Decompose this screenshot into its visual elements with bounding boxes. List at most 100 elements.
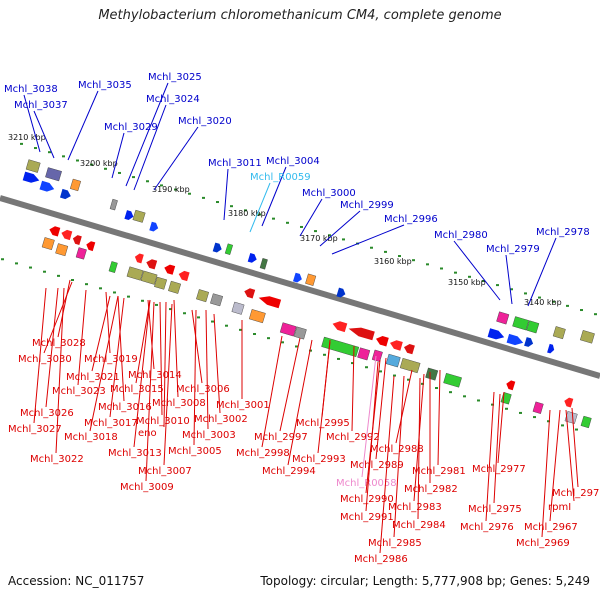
track-dot — [477, 399, 481, 402]
gene-domain-box — [132, 209, 146, 223]
reverse-gene-label: Mchl_3021 — [66, 372, 120, 383]
forward-leader-line — [23, 94, 41, 153]
reverse-gene-label: Mchl_3017 — [84, 418, 138, 429]
reverse-gene-arrow — [86, 241, 96, 252]
reverse-gene-label: rpmI — [548, 502, 571, 513]
reverse-gene-label: Mchl_3027 — [8, 424, 62, 435]
reverse-leader-line — [565, 409, 575, 502]
gene-domain-box — [371, 349, 383, 363]
track-dot — [173, 188, 177, 191]
track-dot — [369, 246, 373, 249]
forward-leader-line — [505, 254, 513, 305]
reverse-leader-line — [135, 299, 151, 384]
forward-gene-label: Mchl_2980 — [434, 230, 488, 241]
track-dot — [47, 151, 51, 154]
gene-domain-box — [532, 401, 544, 414]
gene-domain-box — [140, 270, 158, 285]
reverse-gene-label: eno — [138, 428, 157, 439]
gene-domain-box — [126, 266, 144, 281]
gene-domain-box — [305, 273, 317, 286]
genome-backbone — [0, 195, 600, 379]
reverse-gene-label: Mchl_3008 — [152, 398, 206, 409]
reverse-leader-line — [133, 299, 151, 448]
reverse-gene-label: Mchl_2970 — [552, 488, 600, 499]
gene-domain-box — [196, 289, 210, 303]
gene-domain-box — [564, 411, 578, 424]
reverse-leader-line — [163, 301, 167, 428]
forward-leader-line — [453, 240, 501, 301]
gene-domain-box — [443, 372, 462, 388]
track-dot — [85, 283, 89, 286]
forward-leader-line — [527, 237, 557, 307]
track-dot — [117, 171, 121, 174]
reverse-gene-label: Mchl_3015 — [110, 384, 164, 395]
gene-domain-box — [500, 392, 512, 405]
gene-domain-box — [425, 367, 439, 381]
forward-gene-label: Mchl_2978 — [536, 227, 590, 238]
reverse-leader-line — [109, 297, 125, 418]
track-dot — [15, 262, 19, 265]
forward-gene-arrow — [212, 242, 222, 253]
track-dot — [561, 424, 565, 427]
track-dot — [337, 357, 341, 360]
track-dot — [351, 362, 355, 365]
reverse-gene-arrow — [49, 226, 61, 237]
reverse-leader-line — [117, 295, 125, 402]
track-dot — [295, 345, 299, 348]
reverse-gene-label: Mchl_2992 — [326, 432, 380, 443]
forward-gene-label: Mchl_3004 — [266, 156, 320, 167]
reverse-gene-label: Mchl_3005 — [168, 446, 222, 457]
gene-domain-box — [69, 178, 82, 192]
gene-domain-box — [25, 159, 41, 173]
reverse-gene-label: Mchl_2993 — [292, 454, 346, 465]
reverse-gene-label: Mchl_3022 — [30, 454, 84, 465]
gene-domain-box — [108, 261, 118, 273]
reverse-gene-label: Mchl_2969 — [516, 538, 570, 549]
track-dot — [397, 255, 401, 258]
forward-gene-label: Mchl_3037 — [14, 100, 68, 111]
reverse-leader-line — [89, 295, 119, 432]
reverse-gene-label: Mchl_3030 — [18, 354, 72, 365]
track-dot — [215, 201, 219, 204]
track-dot — [467, 275, 471, 278]
forward-gene-label: Mchl_3035 — [78, 80, 132, 91]
forward-gene-label: Mchl_3020 — [178, 116, 232, 127]
accession-label: Accession: NC_011757 — [8, 574, 145, 588]
forward-leader-line — [223, 168, 229, 221]
track-dot — [141, 299, 145, 302]
track-dot — [383, 250, 387, 253]
reverse-leader-line — [393, 375, 405, 538]
track-dot — [183, 312, 187, 315]
track-dot — [425, 263, 429, 266]
forward-leader-line — [33, 110, 55, 159]
reverse-leader-line — [77, 289, 87, 386]
kbp-tick-label: 3170 kbp — [300, 234, 338, 243]
reverse-gene-label: Mchl_2981 — [412, 466, 466, 477]
reverse-leader-line — [437, 369, 441, 466]
forward-leader-line — [67, 90, 99, 161]
track-dot — [89, 163, 93, 166]
track-dot — [187, 192, 191, 195]
gene-domain-box — [512, 316, 530, 331]
track-dot — [523, 292, 527, 295]
reverse-leader-line — [493, 393, 501, 504]
reverse-leader-line — [317, 341, 331, 454]
track-dot — [159, 184, 163, 187]
track-dot — [547, 420, 551, 423]
gene-domain-box — [321, 336, 360, 358]
track-dot — [327, 234, 331, 237]
reverse-leader-line — [417, 377, 421, 520]
forward-gene-arrow — [336, 287, 346, 298]
reverse-gene-label: Mchl_2997 — [254, 432, 308, 443]
reverse-gene-label: Mchl_3003 — [182, 430, 236, 441]
track-dot — [421, 382, 425, 385]
forward-gene-arrow — [22, 171, 40, 183]
reverse-gene-label: Mchl_2984 — [392, 520, 446, 531]
forward-gene-arrow — [293, 272, 302, 283]
track-dot — [201, 196, 205, 199]
forward-leader-line — [153, 126, 199, 191]
forward-gene-arrow — [124, 210, 134, 220]
track-dot — [33, 147, 37, 150]
reverse-leader-line — [485, 391, 495, 522]
track-dot — [155, 303, 159, 306]
